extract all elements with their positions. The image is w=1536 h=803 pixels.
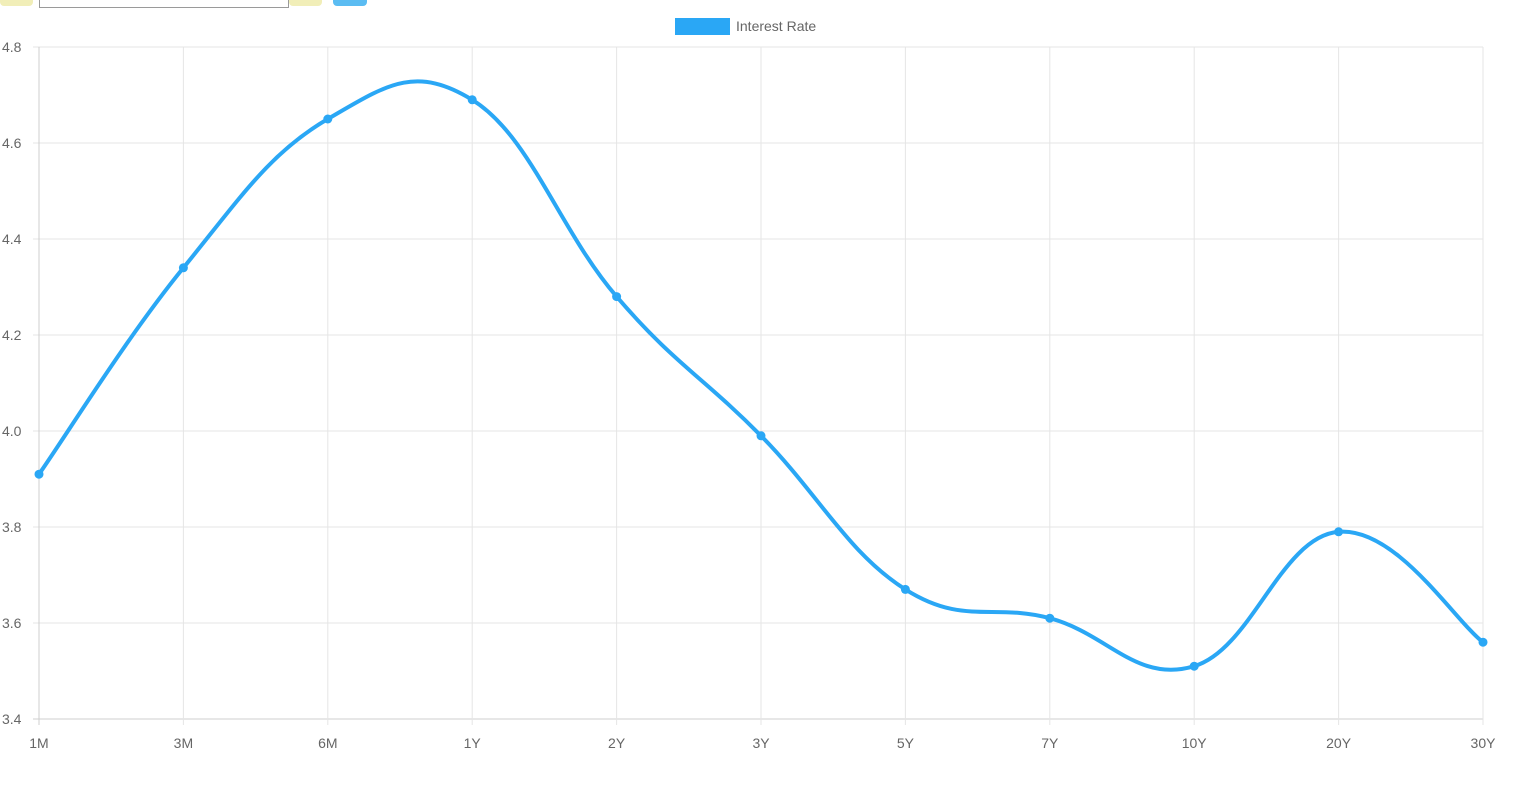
grid [33, 46, 1484, 725]
x-tick-label: 7Y [1041, 735, 1059, 751]
data-point-30y[interactable] [1478, 637, 1488, 647]
toolbar [0, 0, 400, 8]
x-tick-label: 2Y [608, 735, 626, 751]
data-point-7y[interactable] [1045, 613, 1055, 623]
y-tick-label: 3.8 [2, 519, 22, 535]
x-tick-label: 1Y [464, 735, 482, 751]
y-tick-label: 4.6 [2, 135, 22, 151]
legend-label[interactable]: Interest Rate [736, 18, 816, 34]
x-tick-label: 6M [318, 735, 337, 751]
series-line [37, 79, 1485, 672]
x-tick-label: 10Y [1182, 735, 1208, 751]
axes: 3.4 3.6 3.8 4.0 4.2 4.4 4.6 4.8 1M 3M 6M 1Y 2Y 3Y 5Y 7Y… [2, 39, 1496, 751]
x-tick-label: 5Y [897, 735, 915, 751]
y-tick-label: 4.4 [2, 231, 22, 247]
x-tick-label: 30Y [1471, 735, 1497, 751]
data-point-10y[interactable] [1189, 661, 1199, 671]
legend[interactable]: Interest Rate [675, 18, 816, 35]
legend-swatch[interactable] [675, 18, 730, 35]
y-tick-label: 4.2 [2, 327, 22, 343]
toolbar-input[interactable] [39, 0, 289, 8]
x-tick-label: 3M [174, 735, 193, 751]
toolbar-button-middle[interactable] [289, 0, 322, 6]
y-tick-label: 4.8 [2, 39, 22, 55]
x-tick-label: 20Y [1326, 735, 1352, 751]
data-point-1y[interactable] [467, 95, 477, 105]
data-point-1m[interactable] [34, 469, 44, 479]
y-tick-label: 3.6 [2, 615, 22, 631]
x-tick-label: 1M [29, 735, 48, 751]
y-tick-label: 3.4 [2, 711, 22, 727]
toolbar-button-blue[interactable] [333, 0, 367, 6]
x-tick-label: 3Y [752, 735, 770, 751]
data-point-3y[interactable] [756, 431, 766, 441]
data-point-20y[interactable] [1334, 527, 1344, 537]
data-point-6m[interactable] [323, 114, 333, 124]
toolbar-button-left[interactable] [0, 0, 33, 6]
data-point-3m[interactable] [178, 263, 188, 273]
data-point-5y[interactable] [900, 584, 910, 594]
data-point-2y[interactable] [612, 292, 622, 302]
series-interest-rate [34, 79, 1488, 672]
y-tick-label: 4.0 [2, 423, 22, 439]
